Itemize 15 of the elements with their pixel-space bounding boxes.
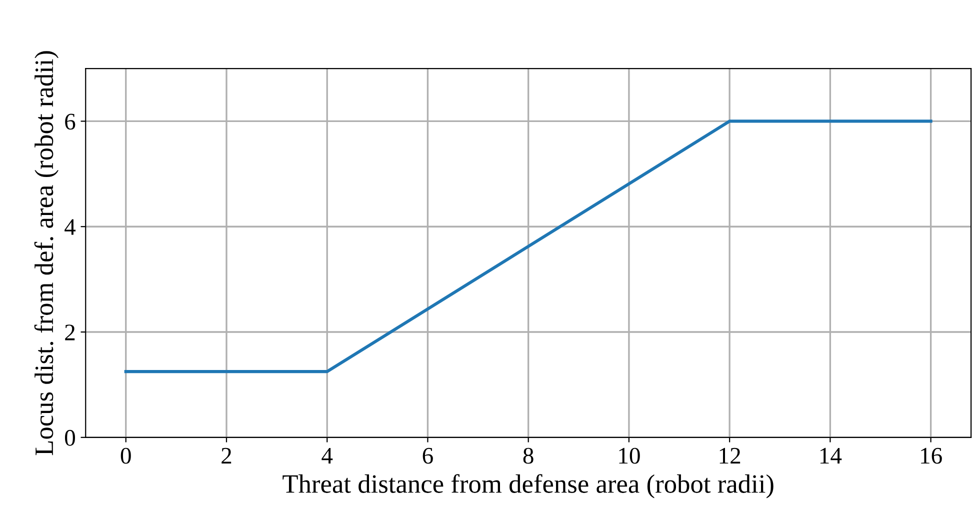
x-axis-title: Threat distance from defense area (robot radii) — [282, 474, 774, 498]
y-axis-title: Locus dist. from def. area (robot radii) — [34, 51, 59, 456]
x-tick-label: 10 — [619, 448, 640, 464]
x-tick-label: 4 — [322, 448, 333, 464]
x-tick-label: 12 — [720, 448, 740, 464]
y-tick-label: 0 — [64, 430, 75, 446]
y-tick-label: 2 — [65, 324, 75, 340]
x-tick-label: 6 — [422, 448, 433, 464]
x-tick-label: 8 — [523, 448, 534, 464]
y-tick-label: 6 — [65, 114, 76, 130]
x-tick-label: 16 — [921, 448, 942, 464]
x-tick-label: 14 — [820, 448, 842, 464]
x-tick-label: 2 — [222, 448, 232, 464]
x-tick-label: 0 — [120, 448, 131, 464]
y-tick-label: 4 — [64, 219, 76, 235]
